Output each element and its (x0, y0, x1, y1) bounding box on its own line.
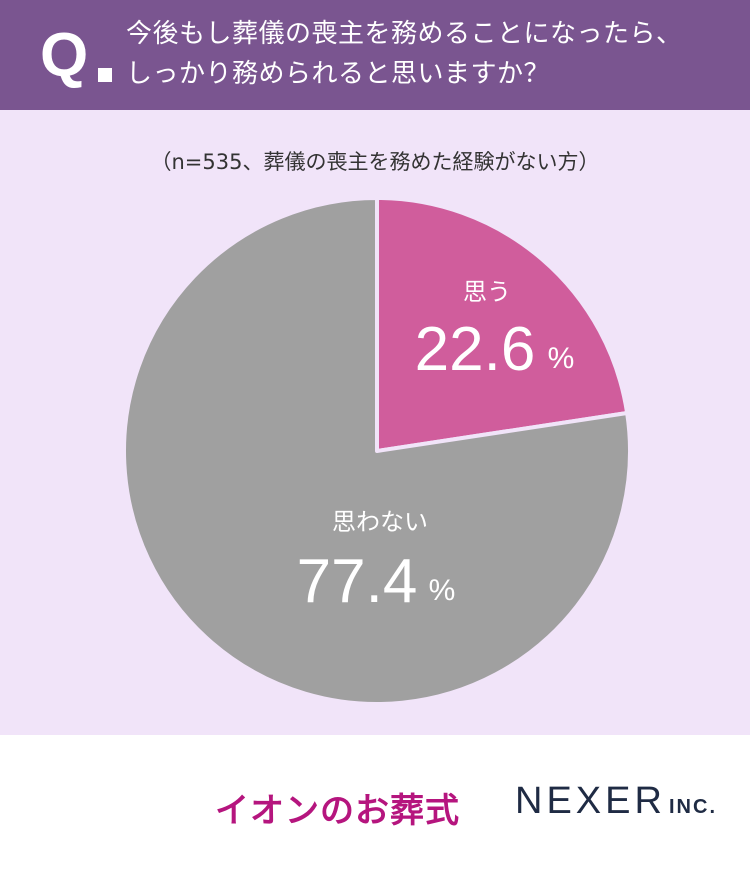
question-line-1: 今後もし葬儀の喪主を務めることになったら、 (126, 19, 683, 49)
company-logo-nexer: NEXER (515, 780, 666, 822)
pie-chart: 思う 22.6 % 思わない 77.4% (122, 196, 632, 706)
question-mark: Q (40, 21, 89, 90)
slice-label-1: 思う (463, 278, 511, 306)
question-text: 今後もし葬儀の喪主を務めることになったら、 しっかり務められると思いますか？ (126, 14, 736, 94)
question-header: Q 今後もし葬儀の喪主を務めることになったら、 しっかり務められると思いますか？ (0, 0, 750, 110)
pie-slice-2 (122, 196, 632, 706)
slice-value-2: 77.4 (297, 547, 418, 616)
pie-slice-1 (375, 196, 630, 453)
brand-logo-aeon: イオンのお葬式 (215, 791, 460, 831)
sample-note: （n=535、葬儀の喪主を務めた経験がない方） (150, 150, 600, 174)
slice-unit-2: % (429, 574, 456, 607)
question-mark-dot (98, 68, 112, 82)
question-line-2: しっかり務められると思いますか？ (126, 59, 551, 89)
slice-value-1: 22.6 (415, 315, 536, 384)
slice-label-2: 思わない (332, 508, 428, 536)
slice-unit-1: % (548, 342, 575, 375)
footer (0, 735, 750, 875)
company-logo-suffix: INC. (669, 796, 717, 818)
